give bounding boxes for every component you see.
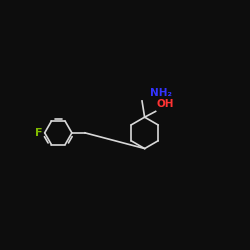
Text: F: F (35, 128, 43, 138)
Text: NH₂: NH₂ (150, 88, 172, 98)
Text: OH: OH (156, 99, 174, 109)
